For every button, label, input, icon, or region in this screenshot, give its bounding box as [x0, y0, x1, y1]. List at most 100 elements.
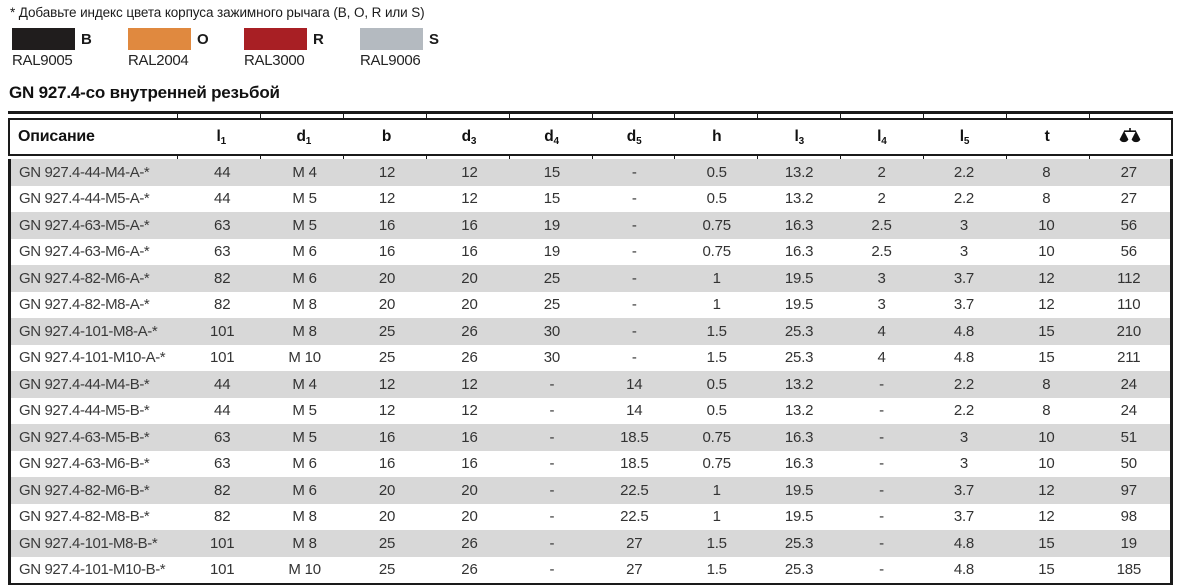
- value-cell: M 6: [292, 481, 317, 499]
- value-cell: 0.5: [706, 163, 727, 181]
- value-cell: 44: [214, 163, 231, 181]
- value-cell: 63: [214, 455, 231, 473]
- value-cell: 101: [209, 322, 235, 340]
- value-cell: M 5: [292, 190, 317, 208]
- value-cell: 25.3: [784, 322, 814, 340]
- value-cell: 8: [1042, 402, 1051, 420]
- value-cell: 97: [1120, 481, 1137, 499]
- value-cell: 20: [461, 296, 478, 314]
- value-cell: 101: [209, 349, 235, 367]
- part-number-cell: GN 927.4-82-M6-A-*: [19, 269, 150, 287]
- value-cell: M 8: [292, 508, 317, 526]
- value-cell: -: [549, 481, 555, 499]
- section-title: GN 927.4-со внутренней резьбой: [9, 83, 280, 102]
- value-cell: 15: [543, 190, 561, 208]
- value-cell: 16.3: [784, 216, 814, 234]
- value-cell: 19.5: [784, 481, 814, 499]
- value-cell: 26: [461, 534, 478, 552]
- table-row: GN 927.4-63-M5-B-* 63 M 5 16 16 - 18.5 0.75 16.3…: [11, 424, 1170, 451]
- value-cell: 3: [877, 296, 886, 314]
- value-cell: 15: [1038, 349, 1055, 367]
- color-legend-item-b: B RAL9005: [12, 28, 128, 72]
- value-cell: 51: [1120, 428, 1137, 446]
- ral-label: RAL3000: [244, 52, 305, 69]
- part-number-cell: GN 927.4-63-M5-A-*: [19, 216, 150, 234]
- value-cell: 1: [712, 508, 721, 526]
- value-cell: 26: [461, 561, 478, 579]
- balance-scale-icon: [1119, 128, 1141, 143]
- value-cell: -: [549, 455, 555, 473]
- color-legend-item-s: S RAL9006: [360, 28, 439, 72]
- value-cell: 3: [959, 428, 969, 446]
- value-cell: 12: [1038, 481, 1055, 499]
- color-code-label: R: [313, 30, 324, 48]
- value-cell: 16: [378, 428, 396, 446]
- table-row: GN 927.4-101-M10-A-* 101 M 10 25 26 30 - 1.5 25.…: [11, 344, 1170, 371]
- column-header-d1: d1: [296, 128, 312, 147]
- value-cell: 63: [214, 428, 231, 446]
- value-cell: 19.5: [784, 269, 814, 287]
- value-cell: 56: [1120, 243, 1137, 261]
- value-cell: 25.3: [784, 561, 814, 579]
- column-header-l4: l4: [877, 128, 887, 147]
- value-cell: 1: [712, 296, 721, 314]
- value-cell: -: [631, 269, 637, 287]
- column-header-d4: d4: [544, 128, 560, 147]
- value-cell: 14: [626, 375, 643, 393]
- value-cell: 30: [543, 349, 561, 367]
- value-cell: -: [879, 455, 884, 473]
- color-swatch-orange: [128, 28, 191, 50]
- value-cell: -: [879, 375, 884, 393]
- value-cell: -: [549, 402, 555, 420]
- part-number-cell: GN 927.4-63-M6-A-*: [19, 243, 150, 261]
- value-cell: 3.7: [953, 269, 975, 287]
- value-cell: 2.5: [871, 243, 892, 261]
- table-row: GN 927.4-82-M8-A-* 82 M 8 20 20 25 - 1 19.5 3 3.7 1…: [11, 291, 1170, 318]
- column-header-weight: [1088, 128, 1171, 146]
- value-cell: 25: [378, 534, 396, 552]
- value-cell: 12: [461, 190, 478, 208]
- part-number-cell: GN 927.4-82-M8-A-*: [19, 296, 150, 314]
- value-cell: 4.8: [953, 349, 975, 367]
- value-cell: 12: [1038, 508, 1055, 526]
- value-cell: 210: [1116, 322, 1142, 340]
- value-cell: 16: [461, 216, 478, 234]
- value-cell: 2.2: [953, 375, 975, 393]
- value-cell: 14: [626, 402, 643, 420]
- value-cell: 25: [378, 349, 396, 367]
- value-cell: M 5: [292, 428, 317, 446]
- table-row: GN 927.4-82-M6-A-* 82 M 6 20 20 25 - 1 19.5 3 3.7 1…: [11, 265, 1170, 292]
- value-cell: 44: [214, 402, 231, 420]
- value-cell: 82: [214, 508, 231, 526]
- value-cell: 19: [543, 216, 561, 234]
- color-legend-item-r: R RAL3000: [244, 28, 360, 72]
- value-cell: -: [631, 322, 637, 340]
- value-cell: M 6: [292, 269, 317, 287]
- value-cell: 16: [378, 455, 396, 473]
- value-cell: 19.5: [784, 296, 814, 314]
- value-cell: 1.5: [706, 322, 727, 340]
- value-cell: 12: [1038, 296, 1055, 314]
- value-cell: 82: [214, 481, 231, 499]
- value-cell: 13.2: [784, 190, 814, 208]
- value-cell: 10: [1038, 243, 1055, 261]
- value-cell: 27: [626, 534, 643, 552]
- part-number-cell: GN 927.4-63-M6-B-*: [19, 455, 150, 473]
- value-cell: 2.5: [871, 216, 892, 234]
- value-cell: 30: [543, 322, 561, 340]
- value-cell: 25.3: [784, 534, 814, 552]
- value-cell: 3.7: [953, 508, 975, 526]
- value-cell: 20: [378, 481, 396, 499]
- value-cell: 3: [959, 455, 969, 473]
- table-row: GN 927.4-44-M4-B-* 44 M 4 12 12 - 14 0.5 13.2 - 2.…: [11, 371, 1170, 398]
- value-cell: -: [631, 216, 637, 234]
- table-top-rule: [8, 111, 1173, 114]
- column-header-d3: d3: [461, 128, 477, 147]
- value-cell: -: [879, 402, 884, 420]
- value-cell: M 4: [292, 375, 317, 393]
- column-header-t: t: [1044, 128, 1050, 145]
- value-cell: 25: [543, 269, 561, 287]
- value-cell: 82: [214, 296, 231, 314]
- part-number-cell: GN 927.4-44-M4-A-*: [19, 163, 150, 181]
- value-cell: 25: [378, 322, 396, 340]
